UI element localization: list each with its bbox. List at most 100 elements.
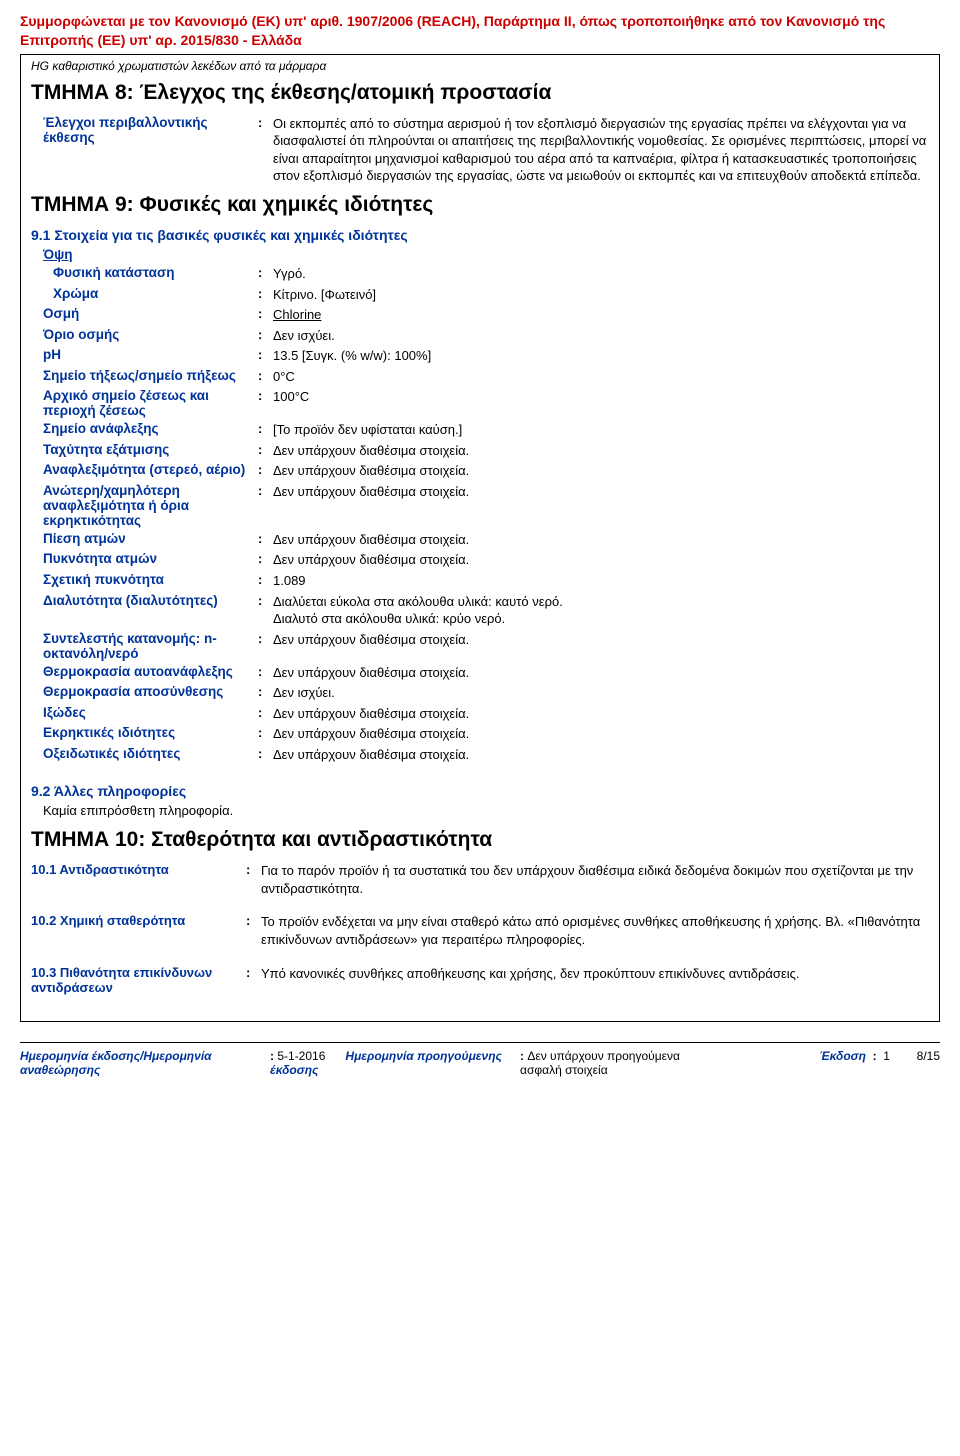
property-label: Αναφλεξιμότητα (στερεό, αέριο) — [43, 462, 258, 480]
property-label: Πίεση ατμών — [43, 531, 258, 549]
property-label: Σημείο τήξεως/σημείο πήξεως — [43, 368, 258, 386]
footer-date-value: 5-1-2016 — [277, 1049, 325, 1063]
colon: : — [258, 725, 273, 743]
property-row: Θερμοκρασία αποσύνθεσης:Δεν ισχύει. — [43, 684, 929, 702]
colon: : — [258, 327, 273, 345]
colon: : — [258, 286, 273, 304]
colon: : — [258, 746, 273, 764]
property-label: pH — [43, 347, 258, 365]
property-value: Δεν υπάρχουν διαθέσιμα στοιχεία. — [273, 531, 929, 549]
property-row: Αναφλεξιμότητα (στερεό, αέριο):Δεν υπάρχ… — [43, 462, 929, 480]
property-row: Σημείο τήξεως/σημείο πήξεως:0°C — [43, 368, 929, 386]
property-label: Ιξώδες — [43, 705, 258, 723]
section10-row: 10.2 Χημική σταθερότητα:Το προϊόν ενδέχε… — [31, 913, 929, 948]
section10-label: 10.3 Πιθανότητα επικίνδυνων αντιδράσεων — [31, 965, 246, 995]
colon: : — [258, 593, 273, 628]
property-value: Δεν ισχύει. — [273, 327, 929, 345]
property-value: Chlorine — [273, 306, 929, 324]
property-value: Δεν υπάρχουν διαθέσιμα στοιχεία. — [273, 746, 929, 764]
colon: : — [258, 115, 273, 185]
footer-page: 8/15 — [917, 1049, 940, 1063]
property-label: Οξειδωτικές ιδιότητες — [43, 746, 258, 764]
property-row: Εκρηκτικές ιδιότητες:Δεν υπάρχουν διαθέσ… — [43, 725, 929, 743]
property-row: Πίεση ατμών:Δεν υπάρχουν διαθέσιμα στοιχ… — [43, 531, 929, 549]
property-label: Σημείο ανάφλεξης — [43, 421, 258, 439]
property-label: Διαλυτότητα (διαλυτότητες) — [43, 593, 258, 628]
property-row: Σχετική πυκνότητα:1.089 — [43, 572, 929, 590]
section-9-title: ΤΜΗΜΑ 9: Φυσικές και χημικές ιδιότητες — [31, 193, 929, 217]
property-value: Υγρό. — [273, 265, 929, 283]
property-label: Συντελεστής κατανομής: n-οκτανόλη/νερό — [43, 631, 258, 661]
colon: : — [258, 306, 273, 324]
property-label: Οσμή — [43, 306, 258, 324]
sub92-text: Καμία επιπρόσθετη πληροφορία. — [43, 803, 929, 818]
product-name: HG καθαριστικό χρωματιστών λεκέδων από τ… — [31, 59, 929, 73]
property-label: Πυκνότητα ατμών — [43, 551, 258, 569]
section10-row: 10.3 Πιθανότητα επικίνδυνων αντιδράσεων:… — [31, 965, 929, 995]
property-row: pH:13.5 [Συγκ. (% w/w): 100%] — [43, 347, 929, 365]
section10-value: Για το παρόν προϊόν ή τα συστατικά του δ… — [261, 862, 929, 897]
property-value: Δεν ισχύει. — [273, 684, 929, 702]
property-row: Οσμή:Chlorine — [43, 306, 929, 324]
property-label: Ανώτερη/χαμηλότερη αναφλεξιμότητα ή όρια… — [43, 483, 258, 528]
colon: : — [258, 388, 273, 418]
footer-date-label: Ημερομηνία έκδοσης/Ημερομηνία αναθεώρηση… — [20, 1049, 212, 1077]
property-value: Δεν υπάρχουν διαθέσιμα στοιχεία. — [273, 631, 929, 661]
property-value: Δεν υπάρχουν διαθέσιμα στοιχεία. — [273, 483, 929, 528]
colon: : — [258, 572, 273, 590]
property-label: Θερμοκρασία αποσύνθεσης — [43, 684, 258, 702]
colon: : — [258, 368, 273, 386]
property-value: Δεν υπάρχουν διαθέσιμα στοιχεία. — [273, 551, 929, 569]
colon: : — [258, 531, 273, 549]
subsection-9-2: 9.2 Άλλες πληροφορίες — [31, 783, 929, 799]
property-row: Φυσική κατάσταση:Υγρό. — [53, 265, 929, 283]
property-label: Χρώμα — [53, 286, 258, 304]
property-value: Δεν υπάρχουν διαθέσιμα στοιχεία. — [273, 664, 929, 682]
colon: : — [258, 684, 273, 702]
property-value: Δεν υπάρχουν διαθέσιμα στοιχεία. — [273, 442, 929, 460]
property-value: 0°C — [273, 368, 929, 386]
property-label: Θερμοκρασία αυτοανάφλεξης — [43, 664, 258, 682]
subsection-9-1: 9.1 Στοιχεία για τις βασικές φυσικές και… — [31, 227, 929, 243]
colon: : — [246, 965, 261, 995]
section10-value: Το προϊόν ενδέχεται να μην είναι σταθερό… — [261, 913, 929, 948]
property-label: Όριο οσμής — [43, 327, 258, 345]
property-row: Θερμοκρασία αυτοανάφλεξης:Δεν υπάρχουν δ… — [43, 664, 929, 682]
colon: : — [258, 442, 273, 460]
env-controls-value: Οι εκπομπές από το σύστημα αερισμού ή το… — [273, 115, 929, 185]
property-row: Χρώμα:Κίτρινο. [Φωτεινό] — [53, 286, 929, 304]
section10-label: 10.1 Αντιδραστικότητα — [31, 862, 246, 897]
main-container: HG καθαριστικό χρωματιστών λεκέδων από τ… — [20, 54, 940, 1022]
property-value: Κίτρινο. [Φωτεινό] — [273, 286, 929, 304]
property-value: Διαλύεται εύκολα στα ακόλουθα υλικά: καυ… — [273, 593, 929, 628]
section-8-title: ΤΜΗΜΑ 8: Έλεγχος της έκθεσης/ατομική προ… — [31, 81, 929, 105]
colon: : — [258, 705, 273, 723]
property-value: Δεν υπάρχουν διαθέσιμα στοιχεία. — [273, 705, 929, 723]
property-value: 1.089 — [273, 572, 929, 590]
property-value: 13.5 [Συγκ. (% w/w): 100%] — [273, 347, 929, 365]
property-row: Όριο οσμής:Δεν ισχύει. — [43, 327, 929, 345]
property-row: Πυκνότητα ατμών:Δεν υπάρχουν διαθέσιμα σ… — [43, 551, 929, 569]
property-row: Αρχικό σημείο ζέσεως και περιοχή ζέσεως:… — [43, 388, 929, 418]
colon: : — [258, 631, 273, 661]
property-row: Συντελεστής κατανομής: n-οκτανόλη/νερό:Δ… — [43, 631, 929, 661]
property-value: [Το προϊόν δεν υφίσταται καύση.] — [273, 421, 929, 439]
footer-version-label: Έκδοση — [819, 1049, 866, 1063]
property-row: Ταχύτητα εξάτμισης:Δεν υπάρχουν διαθέσιμ… — [43, 442, 929, 460]
page-footer: Ημερομηνία έκδοσης/Ημερομηνία αναθεώρηση… — [20, 1042, 940, 1077]
colon: : — [258, 347, 273, 365]
regulation-header: Συμμορφώνεται με τον Κανονισμό (ΕΚ) υπ' … — [20, 12, 940, 50]
property-label: Ταχύτητα εξάτμισης — [43, 442, 258, 460]
property-row: Οξειδωτικές ιδιότητες:Δεν υπάρχουν διαθέ… — [43, 746, 929, 764]
colon: : — [258, 421, 273, 439]
colon: : — [258, 551, 273, 569]
property-value: Δεν υπάρχουν διαθέσιμα στοιχεία. — [273, 462, 929, 480]
colon: : — [258, 265, 273, 283]
property-value: Δεν υπάρχουν διαθέσιμα στοιχεία. — [273, 725, 929, 743]
section10-row: 10.1 Αντιδραστικότητα:Για το παρόν προϊό… — [31, 862, 929, 897]
section10-value: Υπό κανονικές συνθήκες αποθήκευσης και χ… — [261, 965, 929, 995]
property-row: Διαλυτότητα (διαλυτότητες):Διαλύεται εύκ… — [43, 593, 929, 628]
property-label: Φυσική κατάσταση — [53, 265, 258, 283]
appearance-label: Όψη — [43, 247, 929, 262]
env-controls-label: Έλεγχοι περιβαλλοντικής έκθεσης — [43, 115, 258, 185]
